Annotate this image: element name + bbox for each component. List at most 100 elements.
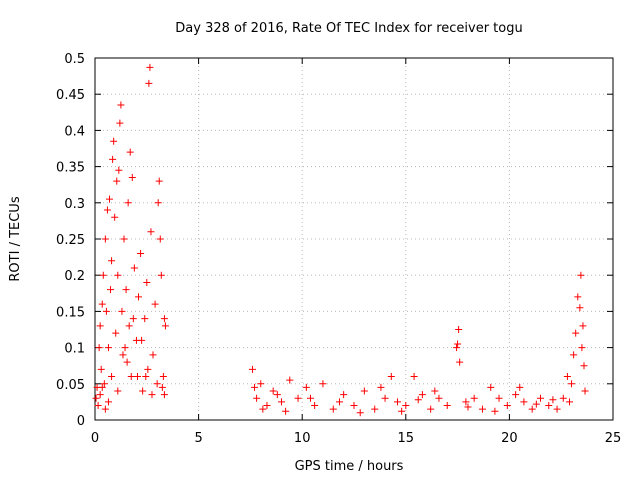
data-point	[455, 326, 463, 333]
y-tick-label: 0.35	[56, 161, 85, 176]
y-tick-label: 0.05	[56, 378, 85, 393]
data-point	[545, 402, 553, 410]
data-point	[335, 398, 343, 406]
chart-title: Day 328 of 2016, Rate Of TEC Index for r…	[175, 21, 522, 36]
y-tick-label: 0.1	[64, 342, 85, 357]
data-point	[398, 407, 406, 415]
axis-ticks: 0 5 10 15 20 25 0 0.05 0.1 0.15 0.2 0.25 0.3 0.35 0.4 0…	[56, 52, 621, 446]
data-point	[108, 373, 116, 381]
data-point	[153, 380, 161, 388]
data-point	[478, 405, 486, 413]
data-point	[160, 315, 168, 323]
data-point	[119, 351, 127, 359]
y-tick-label: 0.3	[64, 197, 85, 212]
data-point	[112, 329, 120, 337]
data-point	[127, 373, 135, 381]
data-point	[99, 271, 107, 279]
data-point	[115, 166, 123, 174]
data-point	[113, 177, 121, 185]
data-point	[528, 405, 536, 413]
data-point	[139, 387, 147, 395]
data-point	[414, 396, 422, 404]
data-point	[138, 336, 146, 344]
y-tick-label: 0.15	[56, 305, 85, 320]
data-point	[282, 407, 290, 415]
data-point	[126, 148, 134, 156]
data-point	[431, 387, 439, 395]
data-point	[128, 173, 136, 181]
data-point	[157, 271, 165, 279]
data-point	[495, 394, 503, 402]
data-point	[273, 391, 281, 399]
data-point	[512, 391, 520, 399]
data-point	[329, 405, 337, 413]
data-point	[101, 235, 109, 243]
data-point	[286, 376, 294, 384]
data-point	[143, 278, 151, 286]
data-point	[120, 235, 128, 243]
data-point	[487, 383, 495, 391]
data-point	[435, 394, 443, 402]
data-point	[371, 405, 379, 413]
y-tick-label: 0	[77, 414, 85, 429]
y-tick-label: 0.25	[56, 233, 85, 248]
data-point	[570, 351, 578, 359]
data-point	[133, 373, 141, 381]
data-point	[503, 402, 511, 410]
data-point	[141, 315, 149, 323]
data-point	[350, 402, 358, 410]
data-point	[340, 391, 348, 399]
data-point	[147, 228, 155, 236]
y-tick-label: 0.45	[56, 88, 85, 103]
data-point	[107, 286, 115, 294]
y-tick-label: 0.5	[64, 52, 85, 67]
y-axis-title: ROTI / TECUs	[8, 196, 23, 281]
data-point	[130, 264, 138, 272]
data-point	[100, 380, 108, 388]
data-point	[137, 249, 145, 257]
data-point	[102, 307, 110, 315]
data-point	[454, 340, 462, 348]
y-tick-label: 0.4	[64, 124, 85, 139]
data-point	[146, 63, 154, 71]
data-point	[251, 383, 259, 391]
data-point	[565, 398, 573, 406]
x-tick-label: 20	[501, 431, 518, 446]
data-point	[387, 373, 395, 381]
data-point	[108, 257, 116, 265]
data-point	[121, 344, 129, 352]
data-point	[572, 329, 580, 337]
data-point	[95, 344, 103, 352]
data-point	[462, 398, 470, 406]
data-point	[92, 394, 100, 402]
data-points	[92, 63, 589, 417]
data-point	[580, 362, 588, 370]
data-point	[443, 402, 451, 410]
data-point	[149, 351, 157, 359]
data-point	[98, 383, 106, 391]
data-point	[122, 286, 130, 294]
data-point	[151, 300, 159, 308]
data-point	[294, 394, 302, 402]
data-point	[360, 387, 368, 395]
data-point	[135, 293, 143, 301]
data-point	[574, 293, 582, 301]
x-tick-label: 10	[294, 431, 311, 446]
data-point	[114, 387, 122, 395]
data-point	[394, 398, 402, 406]
data-point	[129, 315, 137, 323]
data-point	[306, 394, 314, 402]
data-point	[319, 380, 327, 388]
data-point	[109, 155, 117, 163]
y-tick-label: 0.2	[64, 269, 85, 284]
data-point	[96, 391, 104, 399]
data-point	[118, 307, 126, 315]
data-point	[520, 398, 528, 406]
data-point	[160, 391, 168, 399]
data-point	[456, 358, 464, 366]
data-point	[259, 405, 267, 413]
data-point	[142, 373, 150, 381]
x-tick-label: 0	[91, 431, 99, 446]
data-point	[106, 195, 114, 203]
